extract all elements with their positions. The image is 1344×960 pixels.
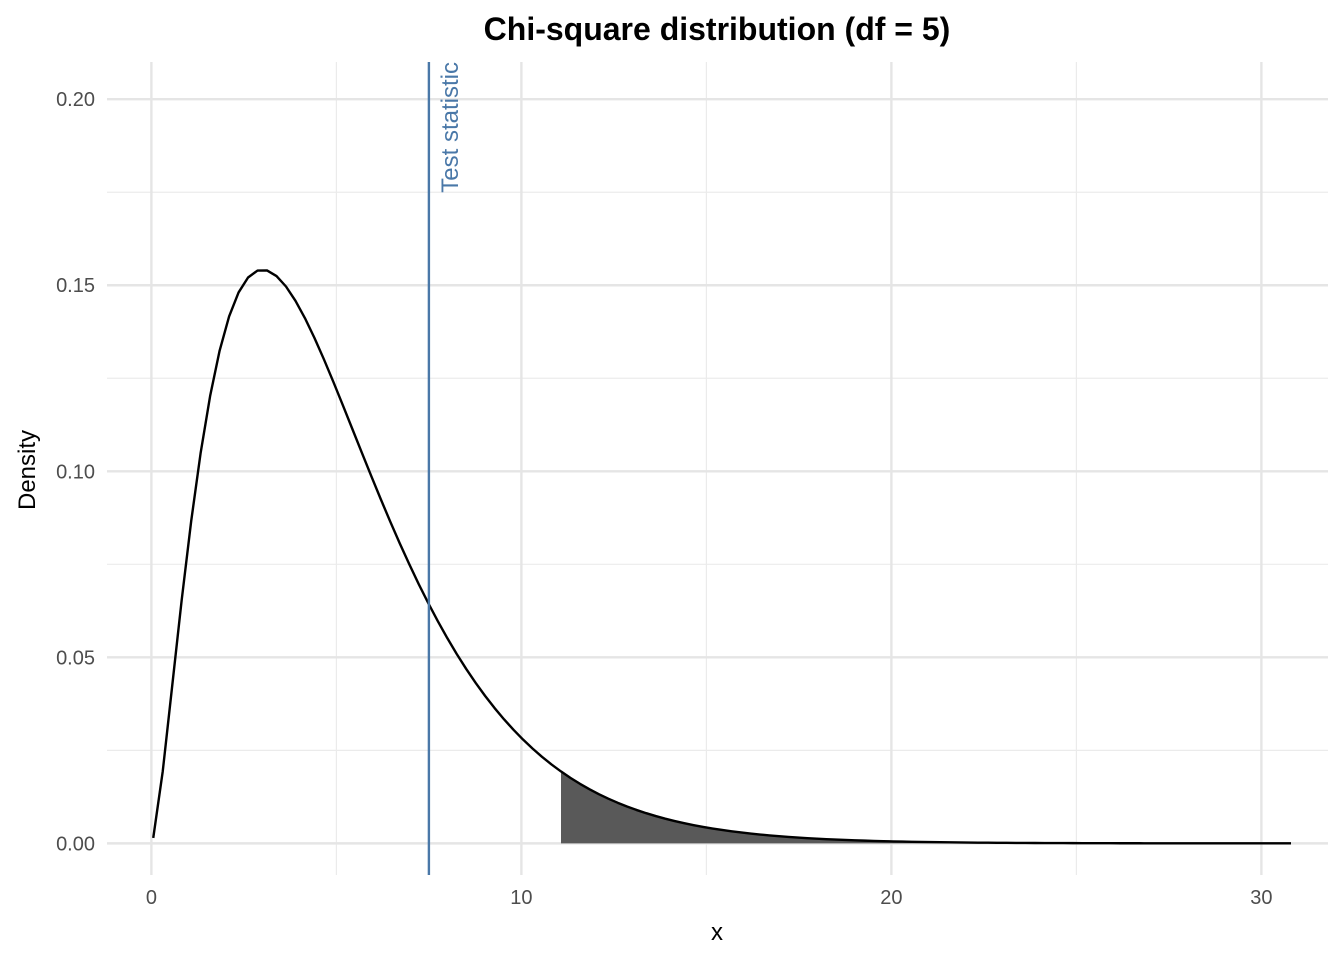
x-tick-label: 10 [510, 887, 532, 909]
rejection-region-area [560, 771, 1291, 844]
y-tick-label: 0.10 [56, 461, 95, 483]
test-statistic-label: Test statistic [437, 62, 464, 193]
y-axis-ticks: 0.00 0.05 0.10 0.15 0.20 [56, 89, 95, 855]
y-tick-label: 0.00 [56, 833, 95, 855]
chart-title: Chi-square distribution (df = 5) [484, 11, 951, 47]
x-tick-label: 30 [1250, 887, 1272, 909]
x-tick-label: 20 [880, 887, 902, 909]
grid-lines [107, 62, 1328, 875]
x-axis-ticks: 0 10 20 30 [146, 887, 1273, 909]
shaded-tail-region [560, 771, 1291, 844]
y-axis-title: Density [14, 430, 41, 510]
y-tick-label: 0.20 [56, 89, 95, 111]
density-curve [152, 269, 1292, 845]
y-tick-label: 0.05 [56, 647, 95, 669]
x-tick-label: 0 [146, 887, 157, 909]
test-statistic-marker: Test statistic [427, 62, 464, 875]
x-axis-title: x [711, 919, 723, 946]
y-tick-label: 0.15 [56, 275, 95, 297]
density-line [152, 269, 1292, 845]
